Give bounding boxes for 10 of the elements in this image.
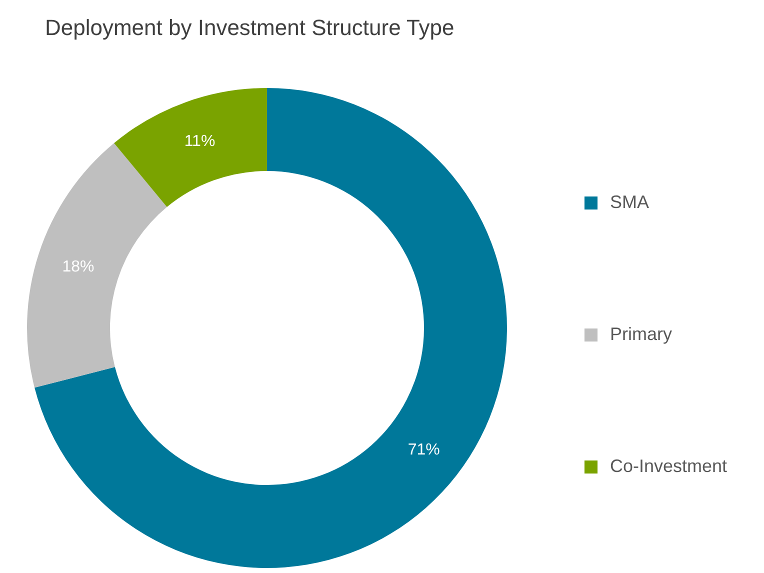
legend-label: SMA — [610, 192, 650, 212]
data-label: 71% — [408, 442, 440, 459]
donut-slice — [34, 88, 507, 568]
donut-slice — [114, 88, 267, 208]
data-label: 11% — [184, 133, 216, 150]
data-label: 18% — [62, 258, 94, 276]
legend-label: Co-Investment — [610, 456, 728, 476]
chart-title: Deployment by Investment Structure Type — [45, 15, 454, 40]
donut-slice — [27, 143, 167, 388]
legend-label: Primary — [610, 324, 672, 344]
